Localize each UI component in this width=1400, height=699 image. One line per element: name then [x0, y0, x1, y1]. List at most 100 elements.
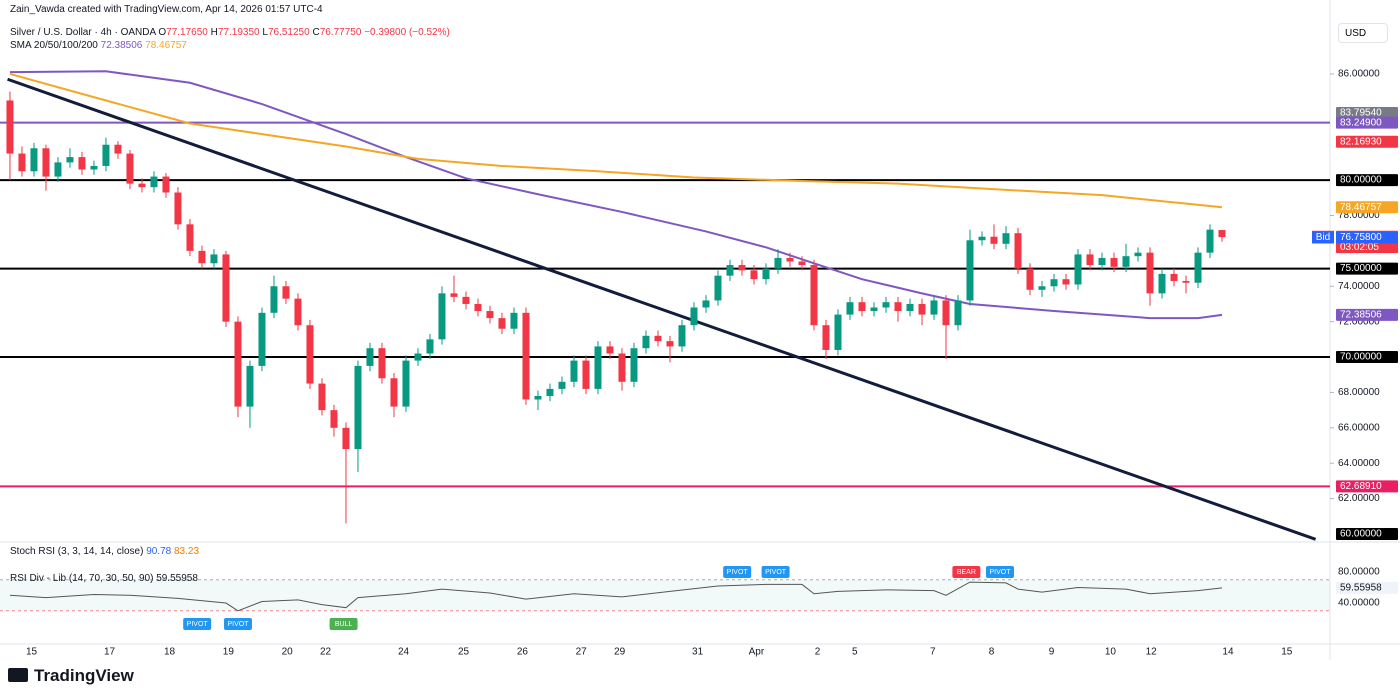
sma-label: SMA 20/50/100/200: [10, 40, 98, 51]
candle-body: [846, 302, 854, 315]
candle-body: [738, 265, 746, 271]
candle-body: [1122, 256, 1130, 267]
candle-body: [270, 286, 278, 313]
candle-body: [66, 157, 74, 163]
annotation-box: [761, 566, 790, 578]
annotation-box: [329, 618, 358, 630]
annotation-box: [952, 566, 981, 578]
candle-body: [918, 303, 926, 315]
candle-body: [1146, 252, 1154, 294]
stoch-title: Stoch RSI (3, 3, 14, 14, close): [10, 546, 144, 557]
candle-body: [642, 335, 650, 349]
div-legend: RSI Div - Lib (14, 70, 30, 50, 90) 59.55…: [10, 573, 198, 584]
candle-body: [498, 318, 506, 329]
candle-body: [906, 303, 914, 312]
annotation-label: BEAR: [957, 569, 976, 576]
candle-body: [114, 144, 122, 154]
annotation-label: PIVOT: [227, 621, 249, 628]
rsi-last-label: 59.55958: [1340, 583, 1382, 594]
candle-body: [690, 307, 698, 326]
candle-body: [546, 388, 554, 396]
candle-body: [1206, 229, 1214, 253]
currency-button[interactable]: USD: [1338, 23, 1388, 43]
x-tick-label: 19: [223, 647, 235, 658]
candle-body: [858, 302, 866, 312]
countdown: 03:02:05: [1340, 242, 1379, 253]
candle-body: [1134, 252, 1142, 257]
price-label-box: [1336, 201, 1398, 214]
candle-body: [762, 268, 770, 280]
ohlc-value: 76.51250: [267, 27, 310, 38]
candle-body: [54, 162, 62, 177]
price-label-box: [1336, 106, 1398, 119]
x-tick-label: 27: [576, 647, 588, 658]
candle-body: [702, 300, 710, 308]
candle-body: [654, 335, 662, 342]
candle-body: [198, 250, 206, 264]
candle-body: [510, 312, 518, 329]
candle-body: [522, 312, 530, 400]
sma-value: 78.46757: [145, 40, 187, 51]
change: −0.39800 (−0.52%): [364, 27, 450, 38]
candle-body: [786, 257, 794, 262]
x-tick-label: 8: [989, 647, 995, 658]
price-label-box: [1336, 135, 1398, 148]
candle-body: [894, 302, 902, 312]
legend-sma: SMA 20/50/100/200 72.38506 78.46757: [10, 40, 187, 51]
ohlc-value: 77.17650: [166, 27, 208, 38]
candle-body: [606, 346, 614, 354]
candle-body: [750, 270, 758, 280]
stoch-values: 90.78 83.23: [146, 546, 199, 557]
ohlc-key: L: [262, 27, 268, 38]
x-tick-label: 31: [692, 647, 704, 658]
rsi-tick-label: 40.00000: [1338, 598, 1380, 609]
div-value: 59.55958: [156, 573, 198, 584]
candle-body: [138, 183, 146, 188]
candle-body: [186, 224, 194, 251]
candle-body: [450, 293, 458, 297]
candle-body: [834, 314, 842, 350]
candle-body: [1194, 252, 1202, 283]
price-label-box: [1336, 231, 1398, 244]
candle-body: [1098, 257, 1106, 266]
candle-body: [342, 427, 350, 450]
price-tag-box: [1312, 231, 1334, 244]
y-tick-label: 64.00000: [1338, 458, 1380, 469]
x-tick-label: 9: [1049, 647, 1055, 658]
candle-body: [1026, 268, 1034, 290]
legend-main: Silver / U.S. Dollar · 4h · OANDA O77.17…: [10, 27, 450, 38]
candle-body: [882, 302, 890, 308]
rsi-band: [0, 579, 1330, 611]
annotation-box: [985, 566, 1014, 578]
price-label: 75.00000: [1340, 263, 1382, 274]
x-tick-label: 29: [614, 647, 626, 658]
price-label: 72.38506: [1340, 309, 1382, 320]
candle-body: [1086, 254, 1094, 266]
candle-body: [714, 275, 722, 301]
price-tag: Bid: [1316, 232, 1330, 243]
candle-body: [462, 296, 470, 304]
candle-body: [618, 353, 626, 382]
candle-body: [990, 236, 998, 244]
candle-body: [930, 300, 938, 315]
candle-body: [1074, 254, 1082, 285]
candle-body: [306, 325, 314, 384]
candle-body: [18, 153, 26, 172]
price-label-box: [1336, 116, 1398, 129]
price-label-box: [1336, 527, 1398, 540]
x-tick-label: 25: [458, 647, 470, 658]
trendline: [7, 77, 1317, 541]
brand: TradingView: [34, 666, 134, 685]
x-tick-label: 12: [1146, 647, 1158, 658]
price-label: 62.68910: [1340, 481, 1382, 492]
annotation-label: PIVOT: [989, 569, 1011, 576]
ohlc-value: 76.77750: [319, 27, 362, 38]
rsi-line: [9, 581, 1223, 612]
candle-body: [78, 157, 86, 170]
x-tick-label: 20: [282, 647, 294, 658]
price-label: 83.24900: [1340, 117, 1382, 128]
price-label: 78.46757: [1340, 202, 1382, 213]
candle-body: [318, 383, 326, 411]
